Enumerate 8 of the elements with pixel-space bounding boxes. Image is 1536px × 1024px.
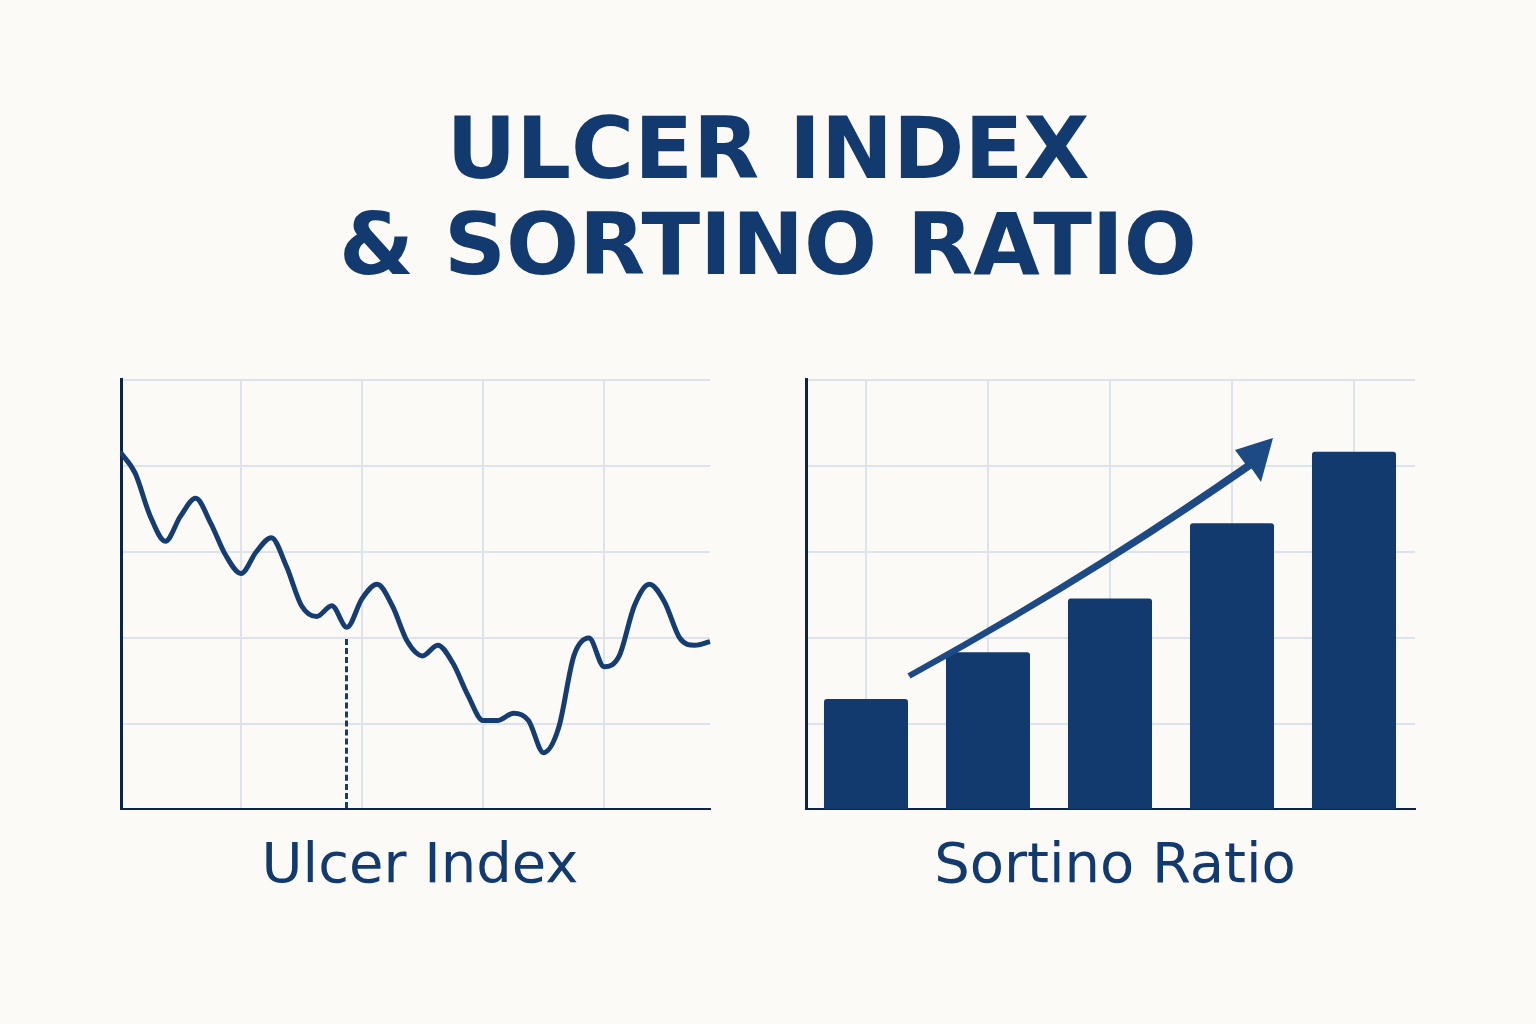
x-axis-title: Sortino Ratio xyxy=(933,830,1297,895)
x-axis-title: Ulcer Index xyxy=(260,830,580,895)
bar xyxy=(945,652,1031,809)
bar xyxy=(1311,451,1397,809)
chart-title: ULCER INDEX & SORTINO RATIO xyxy=(338,98,1198,294)
bar xyxy=(1067,598,1153,809)
bar xyxy=(823,698,909,809)
bar xyxy=(1189,523,1275,809)
